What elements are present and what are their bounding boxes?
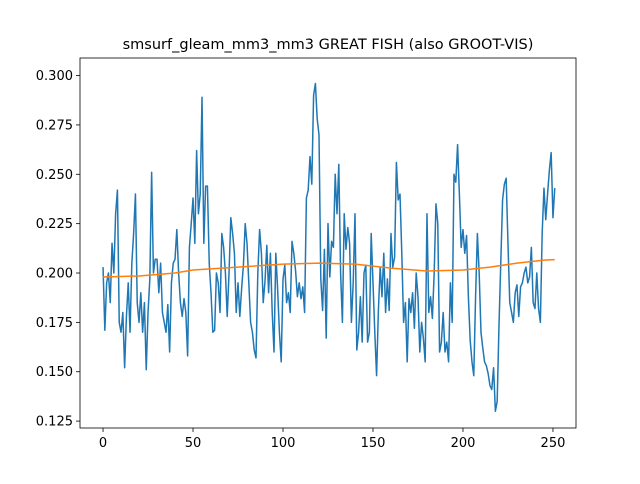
x-tick-label: 100 xyxy=(271,436,296,451)
y-tick-label: 0.225 xyxy=(36,217,73,232)
y-tick-label: 0.200 xyxy=(36,267,73,282)
plot-frame xyxy=(79,57,577,429)
y-tick-label: 0.275 xyxy=(36,118,73,133)
y-tick-label: 0.125 xyxy=(36,415,73,430)
line-series xyxy=(103,258,555,278)
x-tick-label: 50 xyxy=(185,436,202,451)
x-tick-label: 150 xyxy=(361,436,386,451)
y-tick-label: 0.175 xyxy=(36,316,73,331)
y-tick-label: 0.250 xyxy=(36,168,73,183)
chart-title: smsurf_gleam_mm3_mm3 GREAT FISH (also GR… xyxy=(123,37,534,53)
x-tick-label: 250 xyxy=(541,436,566,451)
y-tick-label: 0.150 xyxy=(36,365,73,380)
x-tick-label: 0 xyxy=(99,436,107,451)
x-tick-label: 200 xyxy=(451,436,476,451)
y-tick-label: 0.300 xyxy=(36,69,73,84)
line-series xyxy=(102,82,556,412)
